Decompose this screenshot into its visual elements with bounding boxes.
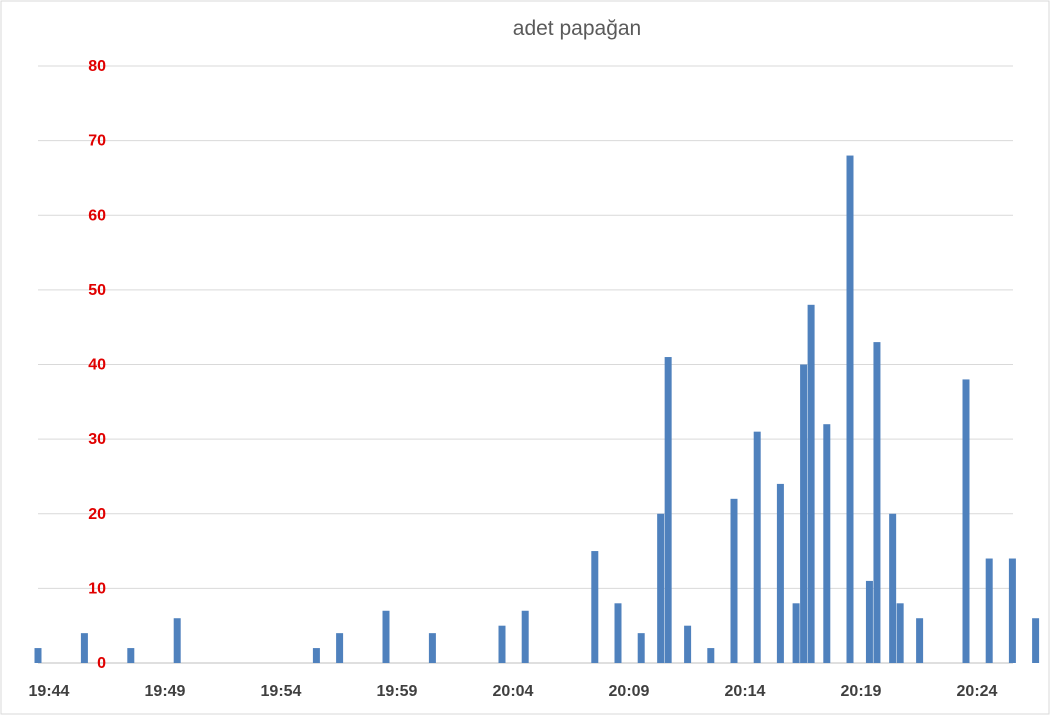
y-tick-label: 20 — [88, 506, 106, 523]
bar — [889, 513, 897, 663]
y-tick-label: 40 — [88, 357, 106, 374]
bar — [684, 625, 692, 663]
bar — [80, 633, 88, 663]
bar — [707, 648, 715, 663]
x-axis-ticks: 19:44 19:49 19:54 19:59 20:04 20:09 20:14 20:19… — [29, 683, 998, 700]
bar — [657, 513, 665, 663]
bar — [962, 379, 970, 663]
y-tick-label: 10 — [88, 580, 106, 597]
bar — [865, 580, 873, 663]
x-tick-label: 19:54 — [261, 683, 302, 700]
y-tick-label: 0 — [97, 655, 106, 672]
bar — [1032, 618, 1040, 663]
bar — [637, 633, 645, 663]
bar — [382, 610, 390, 663]
bar — [336, 633, 344, 663]
bar — [800, 364, 808, 663]
bar — [312, 648, 320, 663]
x-tick-label: 20:19 — [841, 683, 882, 700]
bar — [173, 618, 181, 663]
x-tick-label: 20:09 — [609, 683, 650, 700]
y-tick-label: 70 — [88, 133, 106, 150]
bar — [792, 603, 800, 663]
x-tick-label: 19:44 — [29, 683, 70, 700]
bar — [753, 431, 761, 663]
x-tick-label: 20:04 — [493, 683, 534, 700]
bars — [34, 155, 1040, 664]
bar — [34, 648, 42, 663]
bar — [614, 603, 622, 663]
chart-title: adet papağan — [513, 17, 641, 40]
bar — [823, 424, 831, 663]
y-tick-label: 80 — [88, 58, 106, 75]
bar — [730, 498, 738, 663]
x-tick-label: 19:59 — [377, 683, 418, 700]
bar — [896, 603, 904, 663]
bar — [873, 342, 881, 663]
bar — [916, 618, 924, 663]
y-tick-label: 50 — [88, 282, 106, 299]
bar — [127, 648, 135, 663]
bar — [428, 633, 436, 663]
bar — [807, 304, 815, 663]
x-tick-label: 19:49 — [145, 683, 186, 700]
bar — [776, 483, 784, 663]
y-tick-label: 60 — [88, 207, 106, 224]
y-tick-label: 30 — [88, 431, 106, 448]
bar — [521, 610, 529, 663]
bar — [498, 625, 506, 663]
y-axis-ticks: 0 10 20 30 40 50 60 70 80 — [88, 58, 106, 672]
bar — [846, 155, 854, 664]
bar — [985, 558, 993, 663]
x-tick-label: 20:24 — [957, 683, 998, 700]
bar — [664, 357, 672, 663]
bar — [591, 551, 599, 663]
bar — [1008, 558, 1016, 663]
x-tick-label: 20:14 — [725, 683, 766, 700]
